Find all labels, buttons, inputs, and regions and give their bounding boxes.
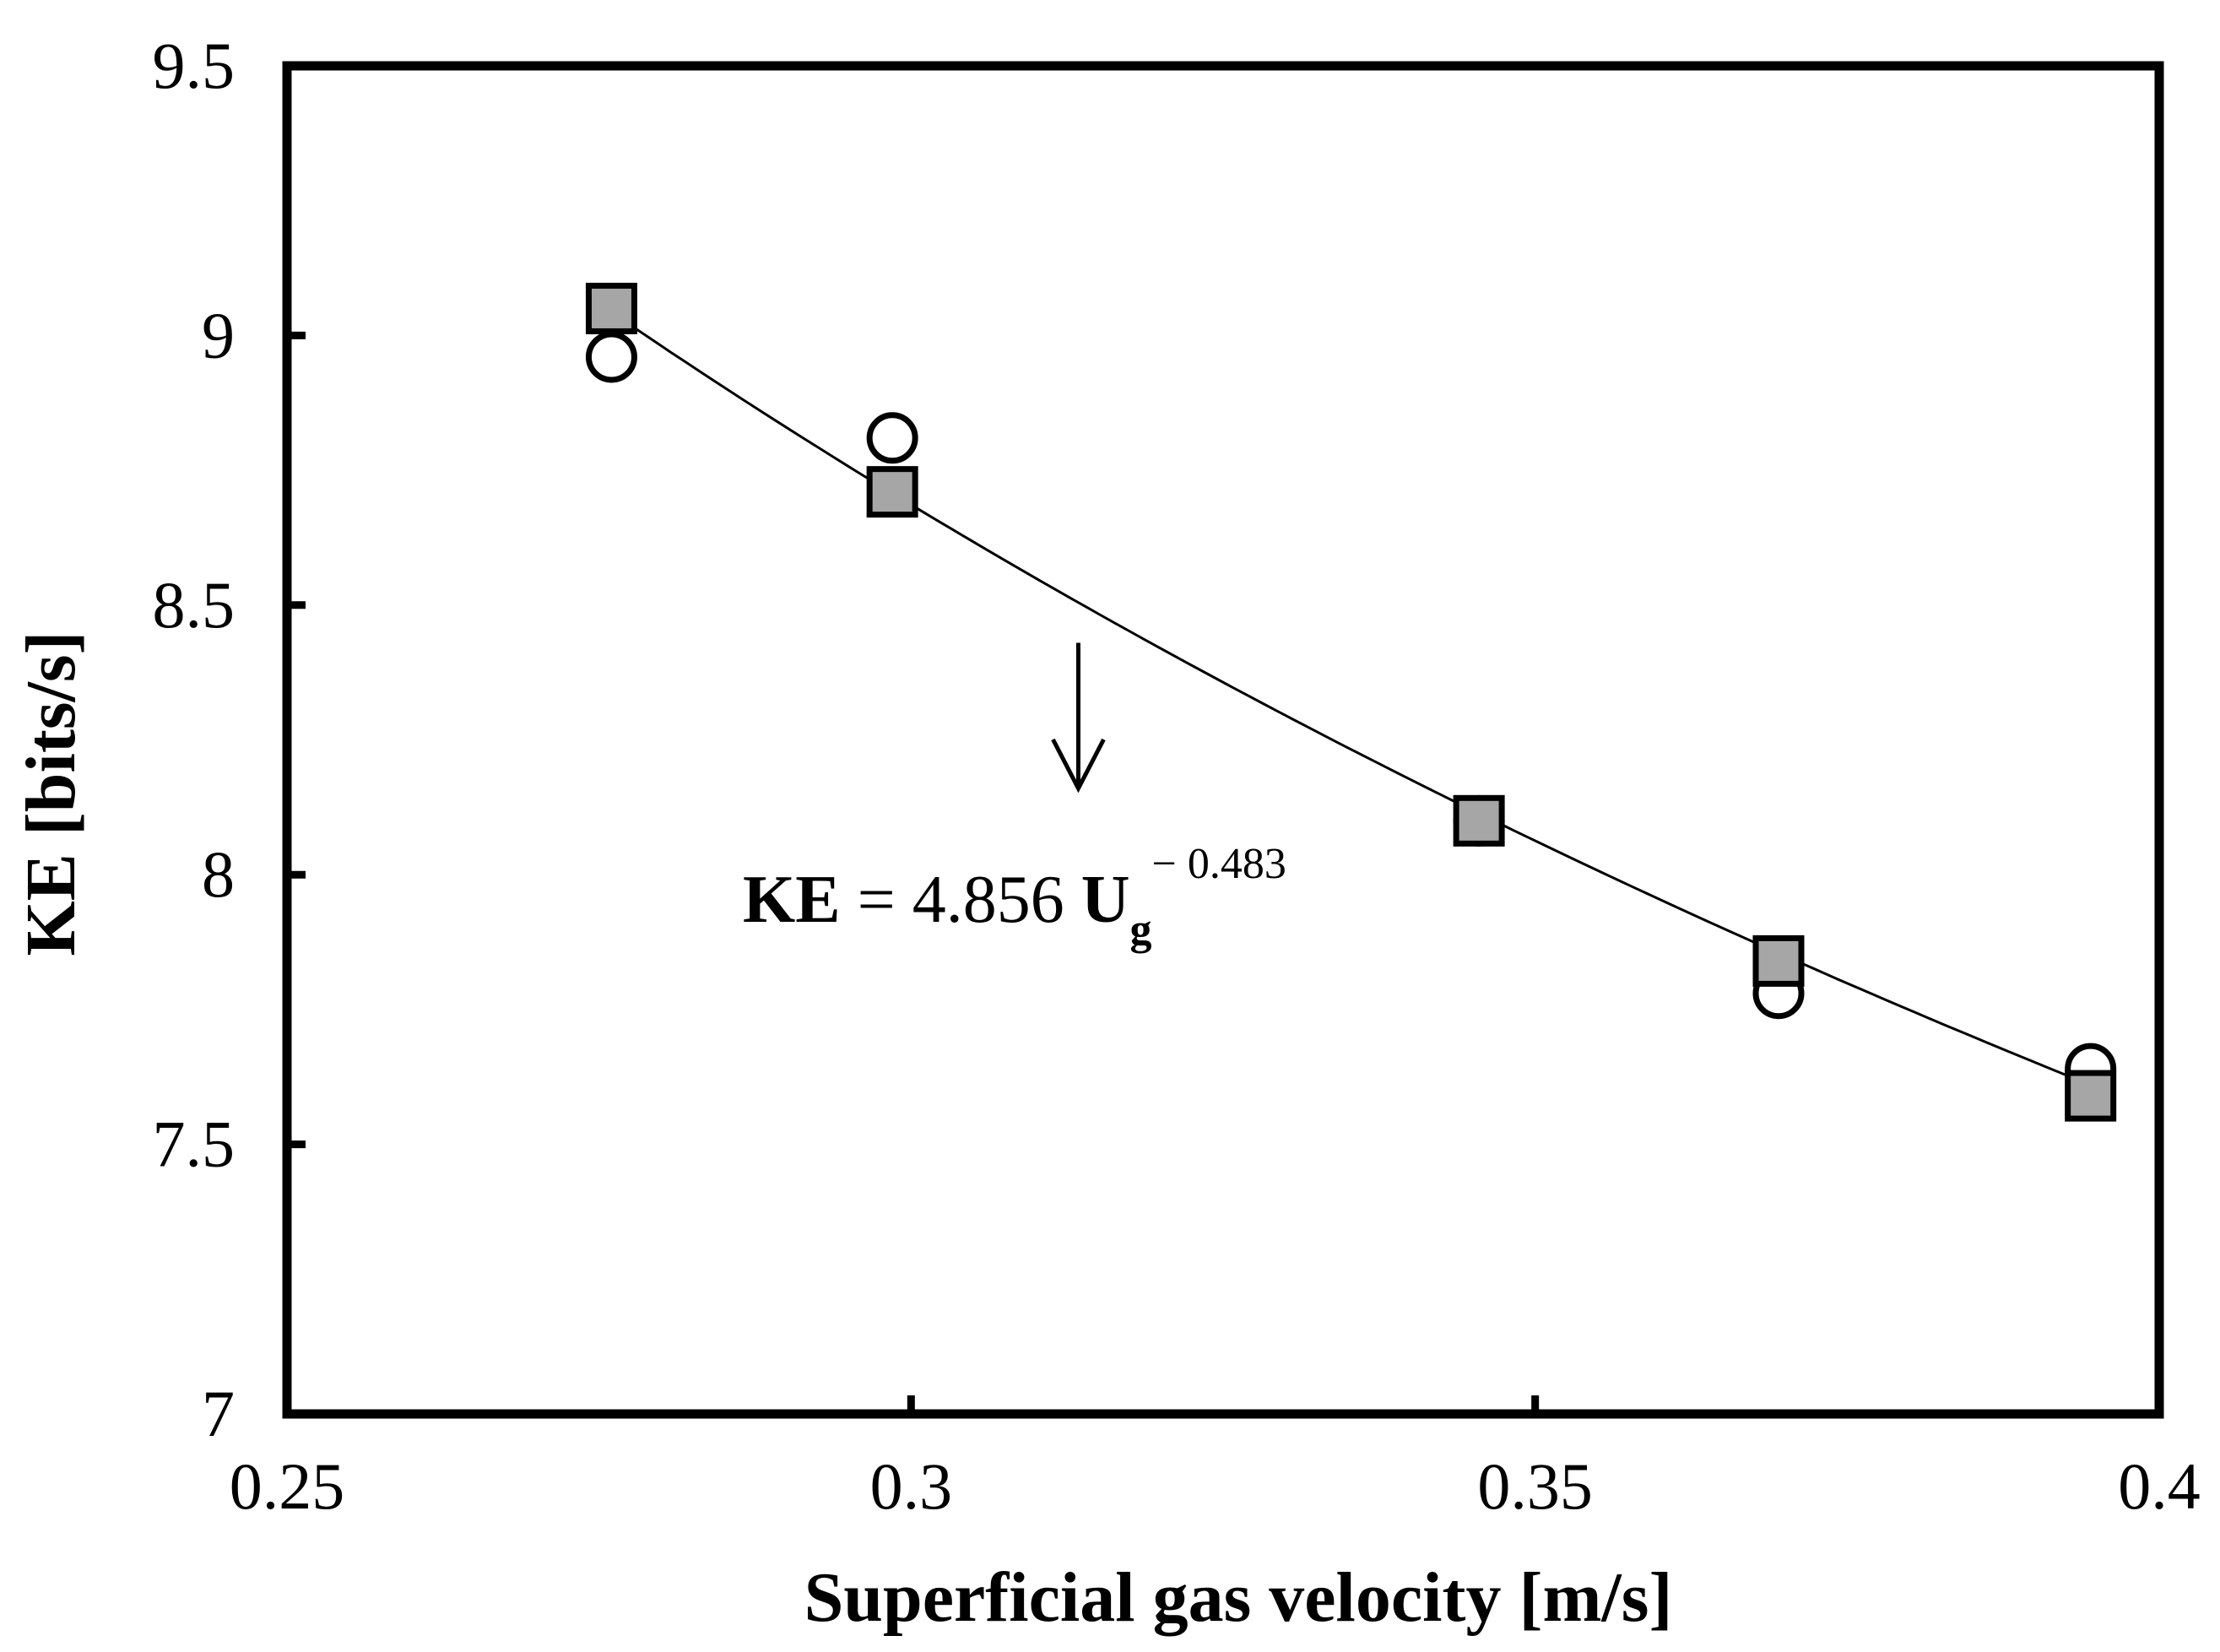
tick-labels: 7 7.5 8 8.5 9 9.5 0.25 0.3 0.35 0.4	[153, 29, 2201, 1523]
y-tick-label: 8.5	[153, 568, 236, 642]
y-tick-label: 9.5	[153, 29, 236, 102]
axes	[282, 61, 2164, 1419]
x-tick-label: 0.35	[1477, 1449, 1593, 1523]
equation-subscript: g	[1130, 906, 1152, 954]
circle-marker	[866, 412, 918, 464]
y-tick-label: 8	[202, 837, 235, 911]
equation-superscript: − 0.483	[1152, 840, 1286, 888]
y-tick-label: 7	[202, 1377, 235, 1450]
fit-curve-layer	[610, 311, 2092, 1086]
circle-marker	[585, 331, 637, 383]
x-tick-label: 0.3	[870, 1449, 953, 1523]
y-axis-title: KE [bits/s]	[12, 631, 90, 956]
equation-lhs: KE	[743, 863, 841, 937]
square-marker	[585, 282, 637, 334]
square-marker	[866, 466, 918, 518]
square-marker	[1752, 934, 1805, 987]
y-tick-label: 7.5	[153, 1108, 236, 1181]
fit-equation: KE = 4.856 Ug− 0.483	[743, 840, 1286, 954]
arrow-head	[1051, 738, 1106, 794]
x-tick-label: 0.4	[2118, 1449, 2201, 1523]
fit-curve	[610, 311, 2092, 1086]
square-marker	[1453, 794, 1505, 847]
equation-variable: U	[1081, 863, 1130, 937]
y-tick-label: 9	[202, 298, 235, 371]
data-markers	[585, 282, 2117, 1122]
x-tick-label: 0.25	[230, 1449, 345, 1523]
plot-frame	[282, 61, 2164, 1419]
square-marker	[2065, 1070, 2117, 1122]
x-axis-title: Superficial gas velocity [m/s]	[804, 1558, 1673, 1637]
annotation-arrow	[1051, 642, 1106, 794]
equation-equals: = 4.856	[841, 863, 1081, 937]
